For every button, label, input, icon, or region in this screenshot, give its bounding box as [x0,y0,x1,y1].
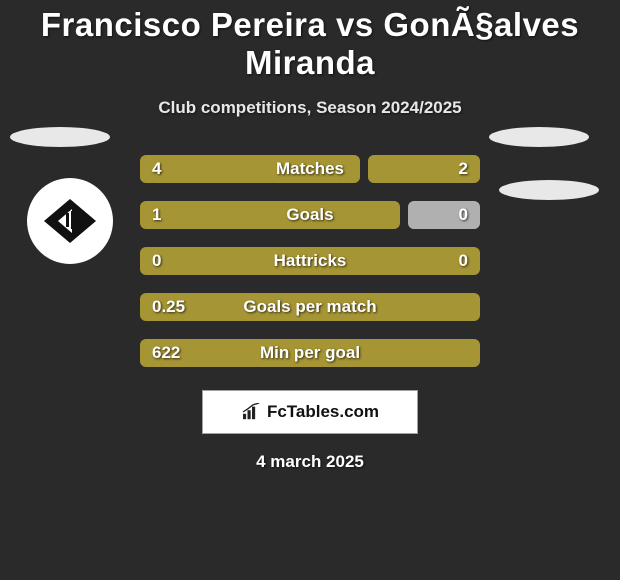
stat-row: 10Goals [140,192,480,238]
stat-value-right: 0 [459,247,468,275]
brand-text: FcTables.com [267,402,379,422]
stat-bar-left [140,201,400,229]
decor-ellipse-top-right [489,127,589,147]
stat-value-left: 0.25 [152,293,185,321]
stat-bar-right [408,201,480,229]
stat-row: 00Hattricks [140,238,480,284]
stat-row: 622Min per goal [140,330,480,376]
stat-value-right: 0 [459,201,468,229]
brand-attribution: FcTables.com [202,390,418,434]
stat-value-left: 622 [152,339,180,367]
stat-value-left: 4 [152,155,161,183]
snapshot-date: 4 march 2025 [0,452,620,472]
stat-value-left: 1 [152,201,161,229]
stat-row: 0.25Goals per match [140,284,480,330]
stat-value-left: 0 [152,247,161,275]
stat-bar-left [140,339,480,367]
comparison-chart: 42Matches10Goals00Hattricks0.25Goals per… [0,146,620,376]
comparison-subtitle: Club competitions, Season 2024/2025 [0,98,620,118]
bar-chart-icon [241,403,263,421]
stat-value-right: 2 [459,155,468,183]
stat-row: 42Matches [140,146,480,192]
stat-bar-left [140,247,480,275]
comparison-title: Francisco Pereira vs GonÃ§alves Miranda [0,0,620,82]
decor-ellipse-top-left [10,127,110,147]
stat-bar-left [140,293,480,321]
stat-bar-left [140,155,360,183]
